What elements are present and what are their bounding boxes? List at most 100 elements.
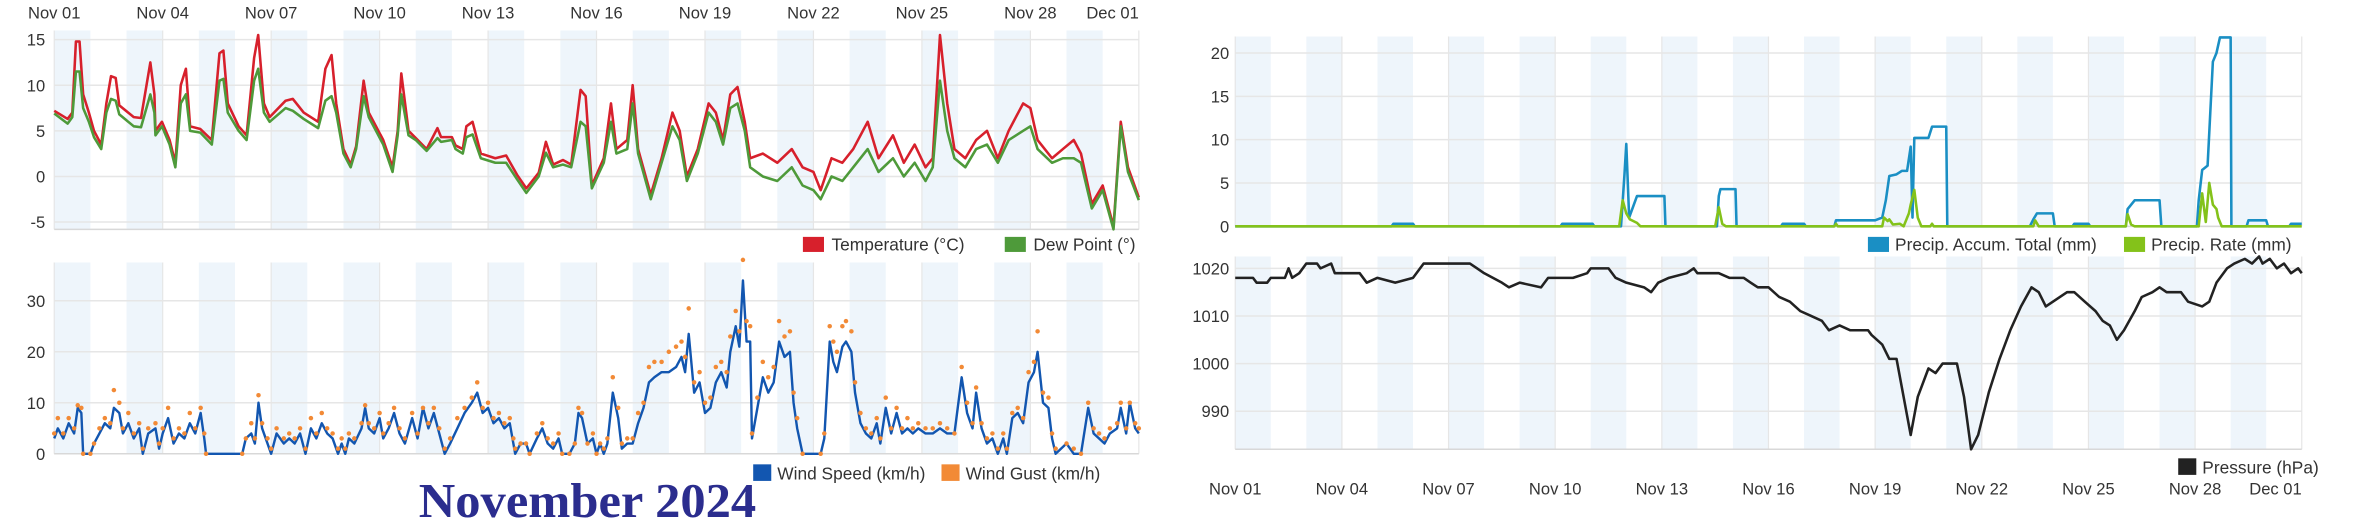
day-shade-band [54, 30, 91, 230]
precip-rate-mm-line [1235, 181, 2302, 228]
x-tick-label: Nov 07 [245, 3, 297, 22]
wind-gust-point [556, 431, 561, 436]
wind-gust-point [652, 359, 657, 365]
day-shade-band [488, 30, 525, 230]
y-tick-label: 10 [1211, 131, 1229, 150]
wind-gust-point [268, 446, 274, 451]
wind-gust-point [659, 359, 664, 365]
wind-gust-point [697, 369, 702, 375]
wind-gust-point [409, 410, 415, 416]
precip-total-swatch [1867, 236, 1889, 252]
x-tick-label: Nov 13 [1636, 479, 1688, 498]
legend-item-wind-gust[interactable]: Wind Gust (km/h) [941, 463, 1100, 483]
day-shade-band [1448, 256, 1485, 450]
wind-gust-point [359, 420, 364, 426]
temperature-chart: 15 10 5 0 -5 Nov 01 Nov 04 Nov 07 Nov 10 Nov 13 No… [27, 3, 1141, 232]
temperature-legend: Temperature (°C) Dew Point (°) [802, 234, 1136, 254]
pressure-legend: Pressure (hPa) [2178, 457, 2319, 477]
wind-gust-point [740, 257, 746, 263]
wind-gust-point [171, 436, 176, 441]
day-shade-band [2088, 256, 2124, 450]
y-tick-label: 20 [27, 343, 45, 362]
wind-gust-point [462, 405, 467, 411]
wind-gust-point [79, 405, 84, 411]
legend-item-dew-point[interactable]: Dew Point (°) [1004, 234, 1136, 254]
day-shade-band [1804, 256, 1840, 450]
wind-gust-point [111, 387, 117, 393]
wind-gust-point [755, 395, 760, 400]
day-shade-band [704, 30, 742, 230]
day-shade-band [126, 262, 163, 454]
wind-gust-point [1049, 431, 1055, 436]
wind-gust-point [718, 359, 724, 365]
wind-gust-point [970, 420, 975, 426]
day-shade-band [1066, 262, 1103, 454]
wind-gust-point [1000, 431, 1006, 436]
wind-gust-point [371, 426, 377, 431]
wind-gust-point [1091, 426, 1096, 431]
wind-gust-point [442, 446, 447, 451]
legend-item-pressure[interactable]: Pressure (hPa) [2178, 457, 2319, 477]
day-shade-band [343, 30, 380, 230]
day-shade-band [849, 30, 886, 230]
wind-gust-point [502, 420, 507, 426]
legend-item-precip-rate[interactable]: Precip. Rate (mm) [2123, 234, 2292, 254]
day-shade-band [1732, 36, 1769, 227]
day-shade-band [1519, 256, 1556, 450]
wind-gust-point [878, 436, 883, 441]
day-shade-band [2230, 36, 2267, 227]
wind-gust-point [249, 420, 254, 426]
wind-gust-point [120, 426, 126, 431]
wind-gust-point [1020, 415, 1026, 421]
wind-gust-point [990, 431, 995, 436]
precipitation-legend: Precip. Accum. Total (mm) Precip. Rate (… [1867, 234, 2292, 254]
wind-gust-point [1004, 446, 1010, 451]
wind-gust-point [800, 451, 805, 457]
wind-gust-point [292, 436, 297, 441]
wind-gust-point [474, 380, 480, 385]
wind-gust-point [952, 431, 957, 436]
wind-gust-point [281, 436, 287, 441]
wind-gust-point [691, 380, 697, 385]
wind-gust-point [686, 306, 691, 311]
wind-gust-legend-label: Wind Gust (km/h) [966, 463, 1101, 483]
wind-gust-point [899, 426, 905, 431]
wind-gust-point [507, 415, 513, 421]
wind-gust-point [153, 420, 158, 426]
x-tick-label: Nov 28 [1004, 3, 1056, 22]
x-tick-label: Nov 13 [462, 3, 514, 22]
wind-gust-point [192, 426, 198, 431]
legend-item-precip-total[interactable]: Precip. Accum. Total (mm) [1867, 234, 2097, 254]
day-shade-band [777, 30, 814, 230]
day-shade-band [1306, 256, 1342, 450]
day-shade-band [415, 262, 452, 454]
x-tick-label: Nov 19 [679, 3, 731, 22]
y-tick-label: 0 [36, 445, 45, 464]
wind-gust-point [601, 446, 607, 451]
wind-gust-point [145, 426, 151, 431]
wind-gust-point [131, 431, 137, 436]
wind-gust-point [437, 426, 442, 431]
day-shade-band [777, 262, 814, 454]
day-shade-band [2159, 256, 2196, 450]
wind-gust-point [447, 436, 453, 441]
wind-gust-point [1078, 451, 1084, 457]
wind-gust-point [1035, 329, 1040, 334]
wind-gust-point [1031, 359, 1037, 365]
x-tick-label: Nov 01 [1209, 479, 1261, 498]
wind-gust-point [97, 426, 102, 431]
wind-gust-point [605, 436, 610, 441]
wind-gust-point [88, 451, 93, 457]
wind-gust-swatch [941, 464, 960, 481]
wind-gust-point [380, 431, 386, 436]
wind-gust-point [274, 426, 279, 431]
temperature-legend-label: Temperature (°C) [832, 234, 965, 254]
wind-gust-point [834, 349, 840, 355]
wind-gust-point [165, 405, 171, 411]
legend-item-wind-speed[interactable]: Wind Speed (km/h) [753, 463, 925, 483]
wind-gust-point [252, 436, 258, 441]
pressure-chart: 1020 1010 1000 990 Nov 01 Nov 04 Nov 07 Nov 10 N… [1192, 255, 2303, 498]
wind-gust-point [590, 431, 596, 436]
legend-item-temperature[interactable]: Temperature (°C) [802, 234, 965, 254]
day-shade-band [271, 262, 308, 454]
